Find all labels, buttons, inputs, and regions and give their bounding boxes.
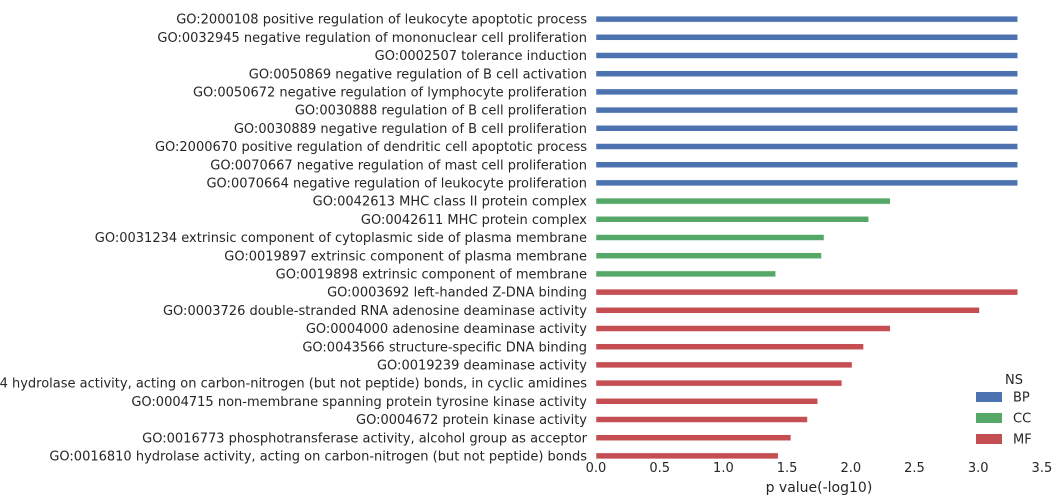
bar-12 [595, 216, 869, 223]
bar-9 [595, 161, 1018, 168]
category-label-24: GO:0016773 phosphotransferase activity, … [142, 431, 587, 446]
category-label-13: GO:0031234 extrinsic component of cytopl… [95, 231, 587, 246]
x-tick-label-5: 2.0 [840, 461, 861, 476]
x-tick-label-8: 3.5 [1032, 461, 1053, 476]
legend-title: NS [1005, 373, 1023, 388]
bar-25 [595, 452, 779, 460]
category-label-1: GO:2000108 positive regulation of leukoc… [176, 13, 587, 28]
category-label-8: GO:2000670 positive regulation of dendri… [155, 140, 587, 155]
x-axis-ticks: 0.0 0.5 1.0 1.5 2.0 2.5 3.0 3.5 [586, 461, 1053, 476]
category-label-25: GO:0016810 hydrolase activity, acting on… [49, 449, 587, 464]
category-label-6: GO:0030888 regulation of B cell prolifer… [295, 104, 587, 119]
bar-14 [595, 252, 822, 259]
bar-7 [595, 125, 1018, 132]
legend-swatch-bp [976, 392, 1002, 402]
bar-15 [595, 270, 776, 278]
x-tick-label-7: 3.0 [968, 461, 989, 476]
x-tick-label-4: 1.5 [777, 461, 798, 476]
bar-17 [595, 307, 980, 314]
bar-23 [595, 416, 808, 423]
legend-label-bp: BP [1013, 391, 1030, 406]
bar-24 [595, 434, 792, 441]
legend: NS BP CC MF [976, 373, 1032, 448]
x-axis-title: p value(-log10) [766, 480, 873, 496]
bar-8 [595, 143, 1018, 150]
category-label-2: GO:0032945 negative regulation of mononu… [157, 31, 587, 46]
bar-6 [595, 106, 1018, 114]
category-label-16: GO:0003692 left-handed Z-DNA binding [327, 286, 587, 301]
bar-10 [595, 179, 1018, 187]
bar-21 [595, 379, 843, 387]
category-label-22: GO:0004715 non-membrane spanning protein… [131, 395, 587, 410]
x-tick-label-6: 2.5 [904, 461, 925, 476]
x-tick-label-3: 1.0 [713, 461, 734, 476]
category-label-20: GO:0019239 deaminase activity [377, 358, 587, 373]
bar-2 [595, 34, 1018, 41]
category-label-4: GO:0050869 negative regulation of B cell… [249, 67, 587, 82]
x-tick-label-1: 0.0 [586, 461, 607, 476]
category-label-7: GO:0030889 negative regulation of B cell… [234, 122, 587, 137]
category-label-9: GO:0070667 negative regulation of mast c… [210, 158, 587, 173]
legend-swatch-mf [976, 434, 1002, 444]
plot-area [595, 15, 1018, 460]
x-tick-label-2: 0.5 [649, 461, 670, 476]
bar-22 [595, 398, 818, 405]
category-label-23: GO:0004672 protein kinase activity [356, 413, 587, 428]
bar-20 [595, 361, 853, 369]
category-label-3: GO:0002507 tolerance induction [375, 49, 587, 64]
category-label-14: GO:0019897 extrinsic component of plasma… [224, 249, 587, 264]
bar-4 [595, 70, 1018, 77]
bar-11 [595, 197, 891, 205]
legend-swatch-cc [976, 413, 1002, 423]
legend-label-mf: MF [1013, 433, 1032, 448]
bar-1 [595, 15, 1018, 23]
bar-13 [595, 234, 825, 241]
legend-label-cc: CC [1013, 412, 1031, 427]
category-label-11: GO:0042613 MHC class II protein complex [313, 195, 588, 210]
category-label-21: GO:0016814 hydrolase activity, acting on… [0, 377, 587, 392]
bar-3 [595, 52, 1018, 59]
category-label-10: GO:0070664 negative regulation of leukoc… [206, 176, 587, 191]
category-label-5: GO:0050672 negative regulation of lympho… [193, 85, 587, 100]
category-label-19: GO:0043566 structure-specific DNA bindin… [302, 340, 587, 355]
category-label-17: GO:0003726 double-stranded RNA adenosine… [163, 304, 587, 319]
category-label-18: GO:0004000 adenosine deaminase activity [306, 322, 587, 337]
bar-18 [595, 325, 891, 332]
category-labels: GO:2000108 positive regulation of leukoc… [0, 13, 588, 465]
category-label-12: GO:0042611 MHC protein complex [361, 213, 587, 228]
bar-19 [595, 343, 864, 350]
bar-16 [595, 288, 1018, 296]
category-label-15: GO:0019898 extrinsic component of membra… [276, 267, 587, 282]
bar-5 [595, 88, 1018, 96]
